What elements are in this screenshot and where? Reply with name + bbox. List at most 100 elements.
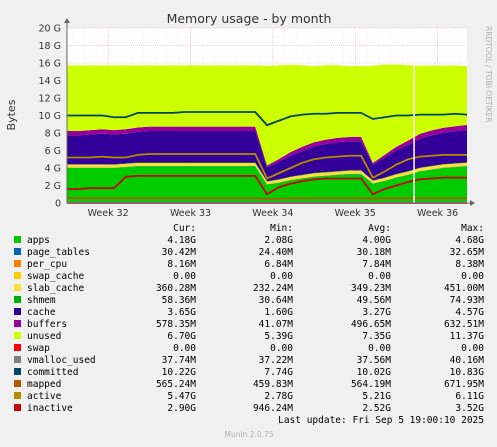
legend-swatch (14, 344, 21, 351)
legend-value-cur: 2.90G (167, 403, 196, 414)
legend-value-max: 10.83G (450, 367, 485, 378)
legend-value-avg: 2.52G (362, 403, 391, 414)
y-tick-labels: 0 2 G 4 G 6 G 8 G 10 G 12 G 14 G 16 G 18 G 20 G (39, 24, 61, 210)
area-unused (67, 64, 467, 166)
x-tick-label: Week 36 (417, 208, 458, 219)
legend-value-avg: 349.23M (351, 283, 391, 294)
legend-value-avg: 0.00 (368, 343, 391, 354)
legend-value-min: 1.60G (264, 307, 293, 318)
y-tick-label: 12 G (39, 94, 61, 105)
legend-swatch (14, 368, 21, 375)
last-update: Last update: Fri Sep 5 19:00:10 2025 (278, 415, 484, 426)
legend-name: swap_cache (27, 271, 84, 282)
legend-swatch (14, 260, 21, 267)
legend-value-min: 459.83M (253, 379, 293, 390)
rrdtool-label: RRDTOOL / TOBI OETIKER (484, 26, 493, 123)
legend-value-min: 41.07M (259, 319, 294, 330)
legend-swatch (14, 236, 21, 243)
legend-value-min: 5.39G (264, 331, 293, 342)
legend-name: mapped (27, 379, 61, 390)
legend-value-max: 40.16M (450, 355, 485, 366)
legend-value-cur: 37.74M (162, 355, 197, 366)
legend-value-cur: 565.24M (156, 379, 196, 390)
legend-value-max: 4.68G (455, 235, 484, 246)
legend-value-avg: 496.65M (351, 319, 391, 330)
legend-value-min: 37.22M (259, 355, 294, 366)
legend-name: unused (27, 331, 61, 342)
legend-value-avg: 10.02G (357, 367, 392, 378)
y-tick-label: 6 G (45, 146, 61, 157)
legend-value-max: 632.51M (444, 319, 484, 330)
legend-name: apps (27, 235, 50, 246)
legend-name: active (27, 391, 62, 402)
legend-value-min: 232.24M (253, 283, 293, 294)
legend-header: Cur: (173, 223, 196, 234)
legend-name: swap (27, 343, 50, 354)
legend-value-max: 0.00 (461, 271, 484, 282)
legend-name: vmalloc_used (27, 355, 96, 366)
x-tick-label: Week 32 (88, 208, 129, 219)
y-tick-label: 14 G (39, 76, 61, 87)
area-page_tables (67, 165, 467, 185)
legend-value-min: 7.74G (264, 367, 293, 378)
y-tick-label: 18 G (39, 41, 61, 52)
legend-swatch (14, 284, 21, 291)
x-tick-label: Week 34 (252, 208, 293, 219)
line-mapped (67, 197, 467, 200)
legend-value-max: 74.93M (450, 295, 485, 306)
legend-value-max: 671.95M (444, 379, 484, 390)
y-tick-label: 10 G (39, 111, 61, 122)
legend-name: buffers (27, 319, 67, 330)
legend-value-cur: 8.16M (167, 259, 196, 270)
legend-value-cur: 0.00 (173, 343, 196, 354)
legend-swatch (14, 320, 21, 327)
x-tick-label: Week 33 (170, 208, 211, 219)
x-axis-arrow (470, 200, 475, 206)
legend-value-min: 6.84M (264, 259, 293, 270)
legend-value-max: 6.11G (455, 391, 484, 402)
legend-name: slab_cache (27, 283, 84, 294)
line-active (67, 153, 467, 180)
legend-value-cur: 360.28M (156, 283, 196, 294)
area-shmem (67, 162, 467, 182)
legend-value-max: 0.00 (461, 343, 484, 354)
legend-name: shmem (27, 295, 56, 306)
legend-value-avg: 4.00G (362, 235, 391, 246)
legend-swatch (14, 404, 21, 411)
legend-swatch (14, 356, 21, 363)
legend-name: per_cpu (27, 259, 67, 270)
legend-value-avg: 49.56M (357, 295, 392, 306)
legend-swatch (14, 380, 21, 387)
legend-value-max: 3.52G (455, 403, 484, 414)
legend-value-min: 0.00 (270, 271, 293, 282)
legend-value-min: 30.64M (259, 295, 294, 306)
legend-name: inactive (27, 403, 73, 414)
legend-name: page_tables (27, 247, 90, 258)
x-tick-label: Week 35 (335, 208, 376, 219)
y-tick-label: 8 G (45, 129, 61, 140)
legend-value-cur: 10.22G (162, 367, 197, 378)
y-axis-label: Bytes (5, 99, 18, 130)
legend-value-cur: 58.36M (162, 295, 197, 306)
legend-value-min: 946.24M (253, 403, 293, 414)
legend-value-cur: 0.00 (173, 271, 196, 282)
y-tick-label: 16 G (39, 59, 61, 70)
y-tick-label: 4 G (45, 164, 61, 175)
munin-version: Munin 2.0.75 (224, 430, 273, 439)
x-tick-labels: Week 32 Week 33 Week 34 Week 35 Week 36 (88, 208, 459, 219)
legend-value-min: 24.40M (259, 247, 294, 258)
legend-value-min: 0.00 (270, 343, 293, 354)
legend-value-max: 451.00M (444, 283, 484, 294)
legend-value-cur: 30.42M (162, 247, 197, 258)
y-tick-label: 2 G (45, 181, 61, 192)
legend-value-min: 2.78G (264, 391, 293, 402)
legend-value-avg: 5.21G (362, 391, 391, 402)
line-committed (67, 111, 468, 127)
legend: Cur: Min: Avg: Max: apps 4.18G 2.08G 4.00G 4.68G… (14, 223, 484, 414)
line-inactive (67, 174, 467, 196)
legend-value-avg: 3.27G (362, 307, 391, 318)
legend-swatch (14, 272, 21, 279)
legend-value-max: 8.38M (455, 259, 484, 270)
